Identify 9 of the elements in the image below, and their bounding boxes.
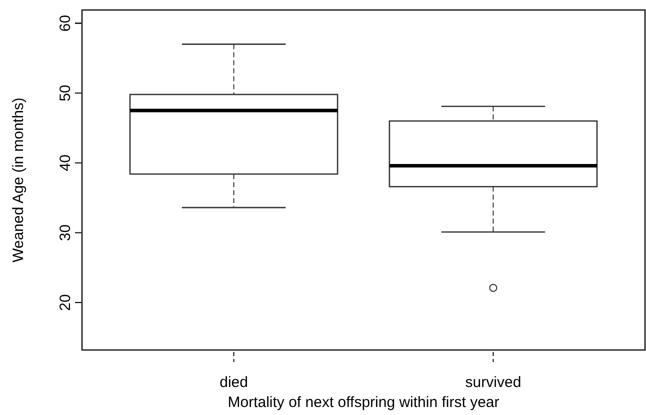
y-tick-label: 40	[57, 154, 74, 172]
y-axis-title: Weaned Age (in months)	[10, 98, 27, 262]
y-tick-label: 30	[57, 224, 74, 242]
y-tick-label: 60	[57, 14, 74, 32]
y-tick-label: 50	[57, 84, 74, 102]
x-tick-label: survived	[465, 374, 522, 391]
x-tick-label: died	[220, 374, 248, 391]
y-tick-label: 20	[57, 294, 74, 311]
x-axis-title: Mortality of next offspring within first year	[228, 394, 500, 411]
